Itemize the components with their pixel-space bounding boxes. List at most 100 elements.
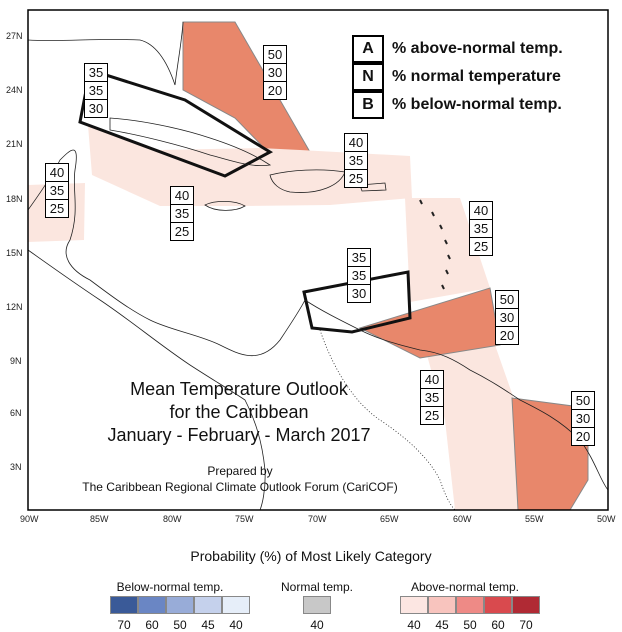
lon-label: 50W <box>597 514 616 524</box>
key-letter: B <box>352 91 384 119</box>
prob-box-lesser-antilles[interactable]: 40 35 25 <box>469 201 493 256</box>
colorbar-below-value: 45 <box>201 618 215 632</box>
map-title-line2: for the Caribbean <box>169 402 309 422</box>
prob-above: 40 <box>171 187 193 205</box>
lat-label: 9N <box>10 356 22 366</box>
key-text: % below-normal temp. <box>392 96 562 113</box>
prob-normal: 35 <box>470 220 492 238</box>
lon-label: 60W <box>453 514 472 524</box>
prob-box-suriname-guiana[interactable]: 50 30 20 <box>571 391 595 446</box>
coast-hispaniola <box>269 169 346 193</box>
lon-label: 85W <box>90 514 109 524</box>
key-normal: N % normal temperature <box>352 63 561 91</box>
prob-above: 40 <box>46 164 68 182</box>
colorbar-below-label: Below-normal temp. <box>116 580 224 594</box>
colorbar-above-value: 45 <box>435 618 449 632</box>
key-letter: N <box>352 63 384 91</box>
credit-line1: Prepared by <box>207 464 273 478</box>
prob-box-cuba[interactable]: 35 35 30 <box>84 63 108 118</box>
colorbar-normal-label: Normal temp. <box>280 580 354 594</box>
map-frame <box>27 9 609 511</box>
coast-puerto-rico <box>359 182 387 192</box>
lon-label: 90W <box>20 514 39 524</box>
prob-above: 35 <box>348 249 370 267</box>
colorbar-normal-swatch <box>303 596 331 614</box>
region-lesser-antilles[interactable] <box>405 198 490 302</box>
map-title-line1: Mean Temperature Outlook <box>130 379 348 399</box>
region-trinidad-tobago[interactable] <box>358 287 501 359</box>
colorbar-above-swatch <box>428 596 456 614</box>
colorbar-normal-value: 40 <box>310 618 324 632</box>
colorbar-below-value: 60 <box>145 618 159 632</box>
prob-box-jamaica-caymans[interactable]: 40 35 25 <box>170 186 194 241</box>
key-above: A % above-normal temp. <box>352 35 563 63</box>
colorbar-below-swatch <box>138 596 166 614</box>
prob-above: 40 <box>421 371 443 389</box>
prob-normal: 30 <box>572 410 594 428</box>
colorbar-above-value: 70 <box>519 618 533 632</box>
lon-label: 65W <box>380 514 399 524</box>
prob-below: 20 <box>575 429 591 444</box>
prob-below: 25 <box>174 224 190 239</box>
colorbar-below-value: 40 <box>229 618 243 632</box>
lat-label: 27N <box>6 31 23 41</box>
coast-lesser-antilles <box>419 199 451 290</box>
prob-box-hispaniola-pr[interactable]: 40 35 25 <box>344 133 368 188</box>
key-text: % normal temperature <box>392 68 561 85</box>
region-layer <box>28 21 589 511</box>
prob-below: 25 <box>49 201 65 216</box>
lon-label: 70W <box>308 514 327 524</box>
key-letter: A <box>352 35 384 63</box>
prob-below: 25 <box>348 171 364 186</box>
colorbar-below-swatch <box>222 596 250 614</box>
lat-label: 15N <box>6 248 23 258</box>
prob-above: 50 <box>572 392 594 410</box>
prob-box-abc-islands[interactable]: 35 35 30 <box>347 248 371 303</box>
colorbar-below-swatch <box>194 596 222 614</box>
key-text: % above-normal temp. <box>392 40 563 57</box>
region-guyana[interactable] <box>420 330 518 510</box>
prob-above: 40 <box>470 202 492 220</box>
prob-normal: 35 <box>46 182 68 200</box>
colorbar-above-value: 40 <box>407 618 421 632</box>
coast-jamaica <box>204 200 246 211</box>
colorbar-title: Probability (%) of Most Likely Category <box>190 548 432 564</box>
coast-central-america <box>27 149 306 357</box>
lat-label: 12N <box>6 302 23 312</box>
region-abc-islands[interactable] <box>302 270 412 334</box>
prob-normal: 35 <box>171 205 193 223</box>
prob-below: 20 <box>499 328 515 343</box>
map-title-line3: January - February - March 2017 <box>107 425 371 445</box>
prob-above: 50 <box>264 46 286 64</box>
colorbar-above-swatch <box>484 596 512 614</box>
key-below: B % below-normal temp. <box>352 91 562 119</box>
prob-below: 20 <box>267 83 283 98</box>
colorbar-above-value: 50 <box>463 618 477 632</box>
prob-below: 25 <box>473 239 489 254</box>
coast-florida <box>27 21 184 86</box>
coast-pacific <box>27 249 266 511</box>
colorbar-below-value: 50 <box>173 618 187 632</box>
lon-label: 55W <box>525 514 544 524</box>
colorbar-below-value: 70 <box>117 618 131 632</box>
prob-below: 30 <box>351 286 367 301</box>
prob-below: 30 <box>88 101 104 116</box>
prob-box-trinidad-tobago[interactable]: 50 30 20 <box>495 290 519 345</box>
prob-below: 25 <box>424 408 440 423</box>
colorbar-above-swatch <box>512 596 540 614</box>
prob-normal: 30 <box>496 309 518 327</box>
lat-label: 24N <box>6 85 23 95</box>
prob-normal: 35 <box>85 82 107 100</box>
prob-normal: 35 <box>421 389 443 407</box>
coastlines <box>27 21 609 511</box>
prob-above: 35 <box>85 64 107 82</box>
prob-above: 50 <box>496 291 518 309</box>
lat-label: 6N <box>10 408 22 418</box>
lon-label: 80W <box>163 514 182 524</box>
prob-box-bahamas[interactable]: 50 30 20 <box>263 45 287 100</box>
colorbar-below-swatch <box>110 596 138 614</box>
lat-label: 3N <box>10 462 22 472</box>
prob-box-guyana[interactable]: 40 35 25 <box>420 370 444 425</box>
prob-box-belize[interactable]: 40 35 25 <box>45 163 69 218</box>
